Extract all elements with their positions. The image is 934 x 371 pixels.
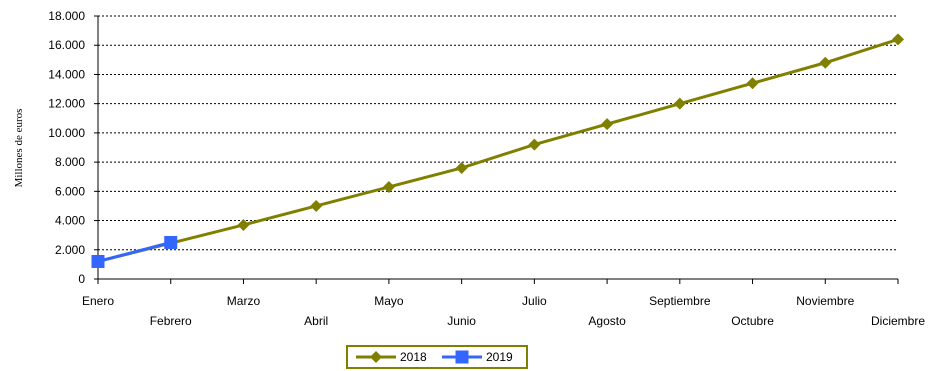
data-point — [673, 97, 686, 110]
x-tick-label: Junio — [447, 314, 476, 328]
y-tick-label: 4.000 — [55, 214, 85, 228]
data-point — [455, 161, 468, 174]
series-line — [97, 241, 172, 263]
y-tick-label: 0 — [78, 272, 85, 286]
y-tick-label: 10.000 — [48, 126, 85, 140]
x-tick-label: Mayo — [374, 294, 404, 308]
y-tick-label: 2.000 — [55, 243, 85, 257]
x-tick-label: Octubre — [731, 314, 774, 328]
legend-box — [346, 345, 528, 369]
series-group — [91, 33, 904, 268]
x-tick-label: Septiembre — [649, 294, 711, 308]
y-tick-label: 16.000 — [48, 38, 85, 52]
grid-lines — [98, 15, 898, 251]
data-point — [382, 180, 395, 193]
y-tick-label: 8.000 — [55, 155, 85, 169]
data-point — [746, 77, 759, 90]
x-tick-label: Noviembre — [796, 294, 854, 308]
y-tick-labels: 0 2.000 4.000 6.000 8.000 10.000 12.000 14.000 1… — [48, 9, 85, 286]
legend-swatch-marker — [370, 351, 382, 363]
y-tick-label: 12.000 — [48, 97, 85, 111]
x-tick-label: Marzo — [227, 294, 261, 308]
legend: 2018 2019 — [346, 345, 528, 369]
legend-swatch-marker — [455, 350, 469, 364]
x-tick-label: Abril — [304, 314, 328, 328]
axes — [94, 15, 899, 284]
legend-label: 2018 — [400, 350, 427, 364]
data-point — [819, 56, 832, 69]
data-point — [601, 118, 614, 131]
x-tick-label: Enero — [82, 294, 114, 308]
y-tick-label: 14.000 — [48, 67, 85, 81]
x-tick-labels: Enero Febrero Marzo Abril Mayo Junio Julio Agos… — [82, 294, 925, 328]
x-tick-label: Febrero — [150, 314, 192, 328]
data-point — [237, 218, 250, 231]
data-point — [310, 199, 323, 212]
series-line — [97, 37, 899, 263]
y-axis-label: Millones de euros — [13, 109, 25, 188]
x-tick-label: Julio — [522, 294, 547, 308]
y-tick-label: 6.000 — [55, 184, 85, 198]
data-point — [164, 235, 178, 249]
data-point — [892, 33, 904, 46]
y-tick-label: 18.000 — [48, 9, 85, 23]
series-2019 — [91, 235, 178, 268]
data-point — [528, 138, 541, 151]
data-point — [91, 254, 105, 268]
series-2018 — [92, 33, 904, 268]
legend-label: 2019 — [486, 350, 513, 364]
x-tick-label: Diciembre — [871, 314, 925, 328]
x-tick-label: Agosto — [588, 314, 626, 328]
